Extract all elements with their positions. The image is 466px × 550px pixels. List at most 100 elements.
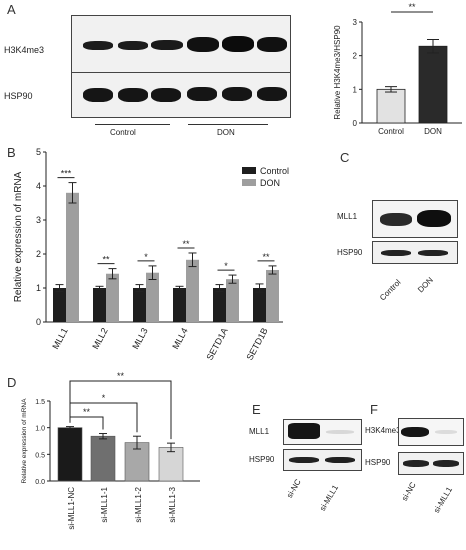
panel-letter-f: F <box>370 402 378 417</box>
legend-label: DON <box>260 178 280 188</box>
y-tick-label: 5 <box>36 147 41 157</box>
blot-a-label-top: H3K4me3 <box>4 45 45 55</box>
band <box>222 36 254 52</box>
y-axis-label: Relative expression of mRNA <box>21 398 28 484</box>
significance-bracket <box>69 380 172 440</box>
band <box>288 423 320 439</box>
x-tick-label: MLL2 <box>90 326 109 351</box>
bar <box>146 272 159 322</box>
bar <box>57 427 83 482</box>
significance-label: ** <box>262 252 270 262</box>
blot-c-bottom <box>372 241 458 264</box>
bar <box>418 45 448 124</box>
panel-letter-c: C <box>340 150 350 165</box>
y-tick-label: 0 <box>353 119 358 128</box>
x-tick-label: si-MLL1-2 <box>134 486 143 522</box>
y-tick-label: 2 <box>36 249 41 259</box>
bar <box>213 288 226 322</box>
significance-label: ** <box>83 407 91 417</box>
y-tick-label: 1 <box>36 283 41 293</box>
y-axis-label: Relative expression of mRNA <box>13 171 24 302</box>
blot-a-bottom <box>71 72 291 118</box>
significance-label: *** <box>61 169 72 179</box>
blot-a-top <box>71 15 291 74</box>
legend-swatch <box>242 167 256 174</box>
bar <box>66 192 79 322</box>
band <box>118 41 148 50</box>
y-tick-label: 4 <box>36 181 41 191</box>
bar <box>93 288 106 322</box>
panel-letter-e: E <box>252 402 261 417</box>
bar <box>173 288 186 322</box>
legend-swatch <box>242 179 256 186</box>
band <box>433 460 459 467</box>
panel-letter-b: B <box>7 145 16 160</box>
band <box>325 457 355 463</box>
blot-e-label-top: MLL1 <box>249 427 270 436</box>
x-tick-label: MLL1 <box>50 326 69 351</box>
blot-f-label-top: H3K4me3 <box>365 426 401 435</box>
significance-label: ** <box>102 255 110 265</box>
band <box>289 457 319 463</box>
band <box>403 460 429 467</box>
band <box>380 213 412 226</box>
y-axis-label: Relative H3K4me3/HSP90 <box>333 25 342 120</box>
blot-e-label-bottom: HSP90 <box>249 455 275 464</box>
band <box>326 430 354 434</box>
group-line-don <box>188 124 268 125</box>
y-tick-label: 0.5 <box>35 452 45 459</box>
blot-e-lane-1: si-NC <box>285 477 303 500</box>
x-tick-label: si-MLL1-NC <box>67 487 76 530</box>
blot-a-label-bottom: HSP90 <box>4 91 33 101</box>
significance-label: * <box>224 261 228 271</box>
bar <box>133 288 146 322</box>
band <box>435 430 457 434</box>
y-tick-label: 1 <box>353 85 358 94</box>
band <box>418 250 448 256</box>
x-tick-label: MLL4 <box>170 326 189 351</box>
band <box>83 88 113 102</box>
legend-label: Control <box>260 166 289 176</box>
blot-c-lane-1: Control <box>378 277 403 303</box>
x-tick-label: Control <box>378 127 404 136</box>
chart-d: 0.0 0.5 1.0 1.5 Relative expression of mRNA s… <box>21 372 200 530</box>
group-label-control: Control <box>110 128 136 137</box>
bar <box>158 447 184 482</box>
blot-c-top <box>372 200 458 238</box>
bar <box>376 88 406 124</box>
blot-f-top <box>398 418 464 446</box>
band <box>417 210 451 227</box>
blot-f-lane-1: si-NC <box>400 480 418 503</box>
bar <box>53 288 66 322</box>
group-label-don: DON <box>217 128 235 137</box>
band <box>257 87 287 101</box>
significance-label: ** <box>117 372 125 381</box>
bar <box>106 273 119 322</box>
bar <box>253 288 266 322</box>
panel-letter-a: A <box>7 2 16 17</box>
panel-letter-d: D <box>7 375 17 390</box>
blot-c-label-top: MLL1 <box>337 212 358 221</box>
chart-a: 0 1 2 3 Relative H3K4me3/HSP90 Control DON ** <box>333 2 462 136</box>
band <box>151 40 183 50</box>
x-tick-label: SETD1B <box>244 326 269 362</box>
significance-label: * <box>102 393 106 403</box>
blot-c-lane-2: DON <box>416 275 435 295</box>
y-tick-label: 1.5 <box>35 399 45 406</box>
band <box>118 88 148 102</box>
significance-label: ** <box>408 2 416 12</box>
y-tick-label: 3 <box>36 215 41 225</box>
bar <box>226 279 239 322</box>
significance-label: * <box>144 252 148 262</box>
significance-label: ** <box>182 239 190 249</box>
y-tick-label: 0.0 <box>35 479 45 486</box>
x-tick-label: MLL3 <box>130 326 149 351</box>
blot-f-lane-2: si-MLL1 <box>432 485 455 515</box>
bar <box>266 269 279 322</box>
band <box>83 41 113 50</box>
y-tick-label: 3 <box>353 18 358 27</box>
y-tick-label: 2 <box>353 52 358 61</box>
x-tick-label: si-MLL1-3 <box>168 486 177 522</box>
group-line-control <box>95 124 170 125</box>
